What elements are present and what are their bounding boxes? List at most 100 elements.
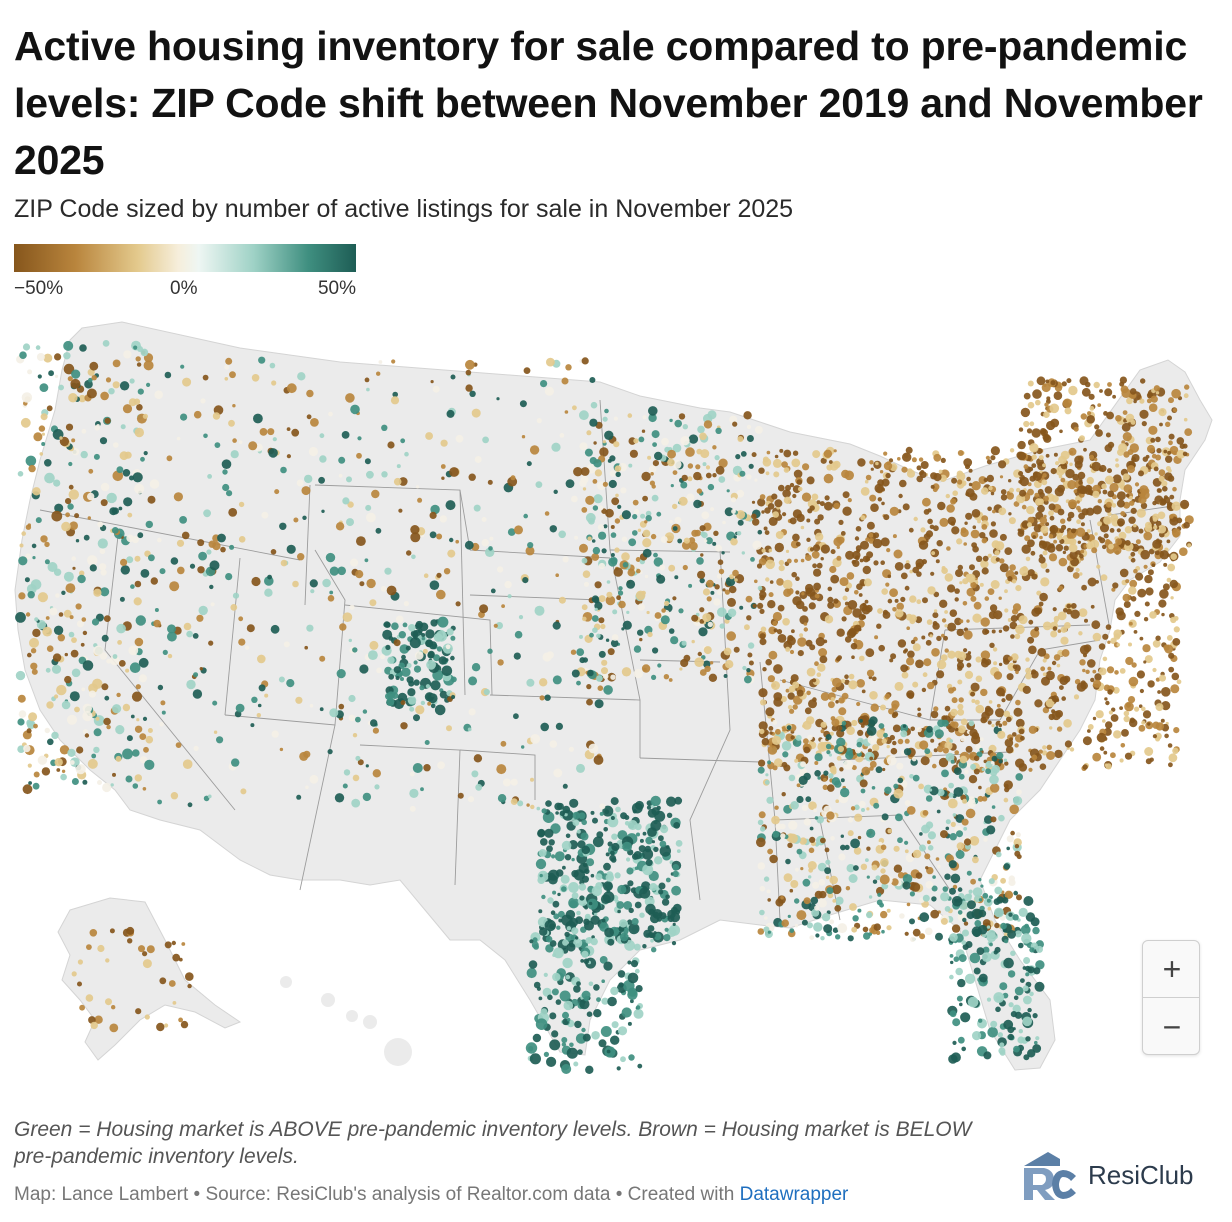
zip-dot[interactable] (582, 657, 588, 663)
zip-dot[interactable] (602, 891, 615, 903)
zip-dot[interactable] (971, 481, 981, 491)
zip-dot[interactable] (582, 1033, 591, 1042)
zip-dot[interactable] (829, 565, 837, 574)
zip-dot[interactable] (352, 647, 358, 653)
zip-dot[interactable] (754, 425, 763, 434)
zip-dot[interactable] (1013, 796, 1023, 806)
zip-dot[interactable] (827, 596, 834, 603)
zip-dot[interactable] (590, 810, 595, 815)
zip-dot[interactable] (583, 958, 590, 965)
zip-dot[interactable] (820, 721, 827, 728)
zip-dot[interactable] (1023, 392, 1031, 400)
zip-dot[interactable] (642, 548, 652, 558)
zip-dot[interactable] (743, 411, 752, 420)
zip-dot[interactable] (581, 875, 590, 883)
zip-dot[interactable] (919, 912, 930, 923)
zip-dot[interactable] (632, 514, 638, 520)
zip-dot[interactable] (68, 489, 80, 500)
zip-dot[interactable] (702, 588, 711, 596)
zip-dot[interactable] (762, 667, 767, 672)
zip-dot[interactable] (1008, 1002, 1014, 1008)
zip-dot[interactable] (627, 413, 633, 418)
zip-dot[interactable] (1008, 878, 1016, 887)
zip-dot[interactable] (942, 886, 949, 892)
zip-dot[interactable] (706, 596, 712, 602)
zip-dot[interactable] (833, 449, 837, 453)
zip-dot[interactable] (430, 380, 434, 384)
zip-dot[interactable] (306, 624, 314, 632)
zip-dot[interactable] (473, 754, 483, 763)
zip-dot[interactable] (873, 532, 880, 539)
zip-dot[interactable] (660, 615, 670, 625)
zip-dot[interactable] (568, 746, 575, 752)
zip-dot[interactable] (1156, 448, 1162, 454)
zip-dot[interactable] (699, 669, 707, 676)
zip-dot[interactable] (1044, 402, 1049, 407)
zip-dot[interactable] (592, 817, 598, 824)
zip-dot[interactable] (1119, 568, 1129, 578)
zip-dot[interactable] (933, 591, 940, 598)
zip-dot[interactable] (507, 528, 516, 536)
zip-dot[interactable] (614, 518, 621, 524)
zip-dot[interactable] (626, 867, 634, 875)
zip-dot[interactable] (654, 933, 662, 941)
zip-dot[interactable] (44, 559, 50, 565)
zip-dot[interactable] (683, 537, 691, 544)
zip-dot[interactable] (638, 436, 645, 443)
zip-dot[interactable] (1040, 561, 1048, 569)
zip-dot[interactable] (731, 509, 736, 514)
zip-dot[interactable] (994, 550, 1000, 556)
zip-dot[interactable] (718, 476, 726, 483)
zip-dot[interactable] (70, 649, 79, 658)
zip-dot[interactable] (875, 461, 879, 466)
zip-dot[interactable] (727, 597, 736, 607)
zip-dot[interactable] (920, 527, 926, 533)
zip-dot[interactable] (971, 509, 981, 518)
zip-dot[interactable] (31, 543, 37, 549)
zip-dot[interactable] (838, 707, 847, 716)
zip-dot[interactable] (556, 925, 561, 930)
zip-dot[interactable] (780, 895, 784, 900)
zip-dot[interactable] (894, 681, 904, 691)
zip-dot[interactable] (773, 664, 783, 674)
zip-dot[interactable] (449, 537, 454, 543)
zip-dot[interactable] (991, 755, 998, 762)
zip-dot[interactable] (106, 724, 111, 730)
zip-dot[interactable] (561, 886, 567, 892)
zip-dot[interactable] (833, 460, 841, 469)
zip-dot[interactable] (922, 597, 928, 604)
zip-dot[interactable] (670, 912, 681, 923)
zip-dot[interactable] (1035, 498, 1042, 506)
zip-dot[interactable] (1017, 440, 1026, 450)
zip-dot[interactable] (1104, 475, 1114, 485)
zip-dot[interactable] (874, 635, 879, 640)
zip-dot[interactable] (355, 716, 361, 723)
zip-dot[interactable] (1104, 388, 1113, 397)
zip-dot[interactable] (214, 442, 221, 448)
zip-dot[interactable] (1039, 540, 1045, 546)
zip-dot[interactable] (712, 473, 717, 478)
zip-dot[interactable] (691, 529, 699, 537)
zip-dot[interactable] (703, 646, 712, 655)
zip-dot[interactable] (578, 883, 587, 891)
zip-dot[interactable] (479, 604, 489, 614)
zip-dot[interactable] (824, 847, 830, 853)
zip-dot[interactable] (345, 393, 355, 403)
zip-dot[interactable] (238, 638, 246, 646)
zip-dot[interactable] (61, 769, 66, 773)
zip-dot[interactable] (963, 648, 968, 653)
zip-dot[interactable] (950, 498, 957, 505)
zip-dot[interactable] (1158, 539, 1163, 544)
zip-dot[interactable] (768, 548, 773, 553)
zip-dot[interactable] (1000, 494, 1008, 501)
zip-dot[interactable] (978, 785, 982, 790)
zip-dot[interactable] (1097, 403, 1102, 407)
zip-dot[interactable] (1074, 455, 1084, 465)
zip-dot[interactable] (598, 562, 606, 570)
zip-dot[interactable] (1006, 673, 1014, 681)
zip-dot[interactable] (364, 458, 371, 465)
zip-dot[interactable] (595, 873, 603, 881)
zip-dot[interactable] (251, 696, 258, 703)
zip-dot[interactable] (540, 722, 549, 732)
zip-dot[interactable] (831, 777, 841, 786)
